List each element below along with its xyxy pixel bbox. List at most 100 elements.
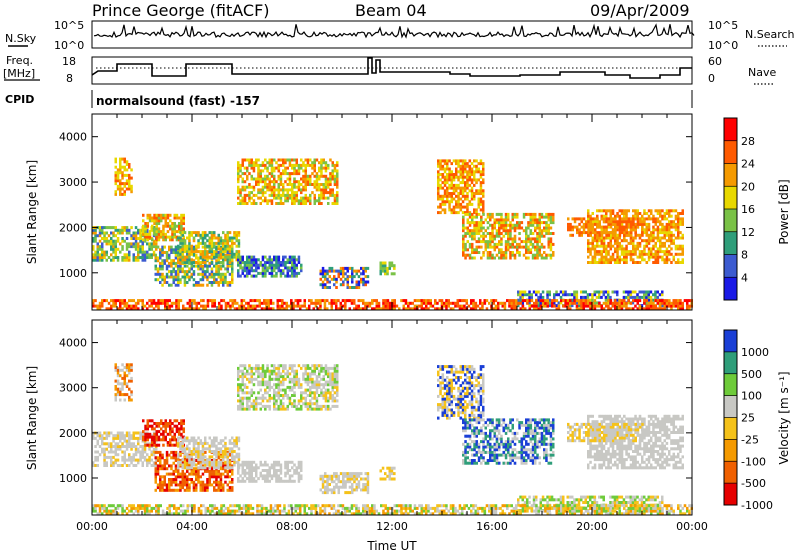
echo-cell [297,255,301,259]
echo-cell [584,299,588,303]
echo-cell [159,261,162,265]
echo-cell [291,263,294,267]
echo-cell [174,483,178,487]
echo-cell [261,269,265,273]
echo-cell [259,188,262,192]
echo-cell [521,304,525,308]
echo-cell [116,458,120,462]
echo-cell [193,299,196,303]
echo-cell [246,169,249,173]
echo-cell [168,245,171,249]
echo-cell [643,239,646,243]
echo-cell [169,443,172,447]
echo-cell [231,281,234,284]
echo-cell [420,304,423,308]
echo-cell [477,251,481,254]
echo-cell [582,217,586,221]
echo-cell [114,368,117,372]
echo-cell [240,299,243,303]
echo-cell [335,277,338,281]
echo-cell [482,205,485,209]
echo-cell [661,241,664,245]
echo-cell [413,299,417,303]
echo-cell [515,307,518,311]
echo-cell [528,299,531,303]
echo-cell [654,217,657,221]
echo-cell [448,202,451,206]
echo-cell [213,272,216,276]
echo-cell [166,224,170,228]
echo-cell [137,258,140,262]
echo-cell [219,245,223,249]
echo-cell [110,226,113,230]
echo-cell [195,304,198,308]
echo-cell [206,244,209,248]
echo-cell [456,301,460,305]
echo-cell [114,192,117,196]
echo-cell [231,252,234,256]
echo-cell [175,301,178,305]
echo-cell [134,256,138,259]
echo-cell [620,247,624,251]
echo-cell [333,283,336,287]
echo-cell [468,223,472,227]
echo-cell [598,301,601,305]
echo-cell [116,307,120,311]
echo-cell [647,236,651,240]
echo-cell [525,234,528,238]
echo-cell [121,307,124,311]
echo-cell [357,275,361,279]
echo-cell [609,295,612,299]
echo-cell [255,266,258,270]
echo-cell [156,272,160,276]
echo-cell [166,222,170,225]
echo-cell [306,199,310,203]
echo-cell [549,221,553,225]
echo-cell [324,161,328,165]
echo-cell [130,184,133,188]
echo-cell [504,226,508,230]
echo-cell [217,233,220,237]
echo-cell [470,307,473,311]
echo-cell [482,181,485,185]
echo-cell [116,387,120,391]
echo-cell [472,307,475,311]
echo-cell [172,259,175,263]
echo-cell [552,251,555,254]
echo-cell [491,232,494,235]
echo-cell [420,299,423,303]
echo-cell [618,241,621,245]
echo-cell [107,455,111,459]
echo-cell [250,166,253,170]
echo-cell [571,298,574,302]
echo-cell [179,480,182,484]
echo-cell [177,301,180,305]
echo-cell [645,244,649,248]
site-title: Prince George (fitACF) [92,1,270,20]
echo-cell [632,220,635,224]
echo-cell [476,304,480,308]
echo-cell [215,251,218,254]
echo-cell [359,307,363,311]
echo-cell [224,304,228,308]
echo-cell [132,253,135,257]
echo-cell [580,225,583,229]
echo-cell [206,480,209,484]
echo-cell [277,158,281,162]
echo-cell [643,228,646,232]
echo-cell [103,453,106,457]
echo-cell [328,266,331,270]
echo-cell [206,252,209,256]
echo-cell [243,185,247,189]
echo-cell [195,283,198,287]
echo-cell [164,216,167,220]
echo-cell [105,253,108,257]
echo-cell [638,261,642,264]
echo-cell [255,258,258,262]
echo-cell [336,199,339,203]
echo-cell [639,233,642,237]
echo-cell [466,232,469,235]
echo-cell [116,187,120,191]
echo-cell [540,221,544,225]
echo-cell [522,253,526,257]
